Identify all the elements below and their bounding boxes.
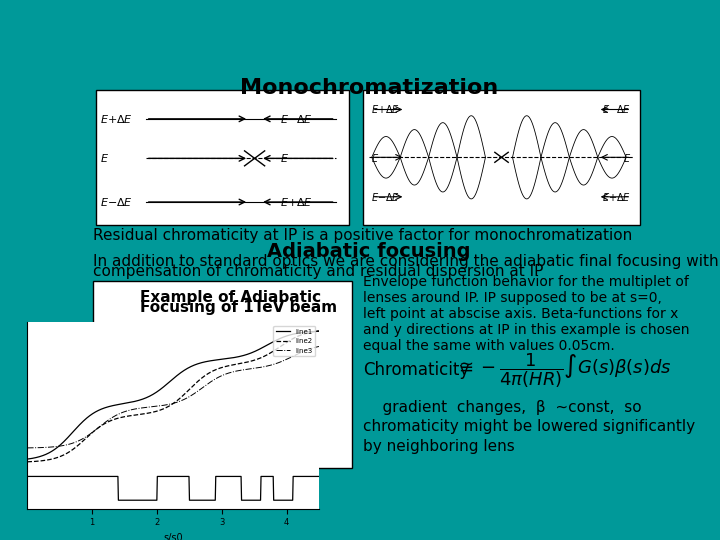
FancyBboxPatch shape (96, 90, 349, 225)
Text: Focusing of 1TeV beam: Focusing of 1TeV beam (140, 300, 338, 315)
Text: Chromaticity: Chromaticity (364, 361, 469, 380)
Text: and y directions at IP in this example is chosen: and y directions at IP in this example i… (364, 323, 690, 337)
Text: $E$: $E$ (623, 152, 631, 164)
Text: In addition to standard optics we are considering the adiabatic final focusing w: In addition to standard optics we are co… (93, 254, 720, 268)
Text: $E{-}\Delta E$: $E{-}\Delta E$ (280, 113, 312, 125)
Text: $E{-}\Delta E$: $E{-}\Delta E$ (371, 191, 400, 203)
Text: by neighboring lens: by neighboring lens (364, 440, 516, 455)
Text: Adiabatic focusing: Adiabatic focusing (267, 242, 471, 261)
Text: $E$: $E$ (280, 152, 289, 164)
Text: Residual chromaticity at IP is a positive factor for monochromatization: Residual chromaticity at IP is a positiv… (93, 228, 632, 243)
Text: $E{+}\Delta E$: $E{+}\Delta E$ (371, 104, 400, 116)
Text: lenses around IP. IP supposed to be at s=0,: lenses around IP. IP supposed to be at s… (364, 291, 662, 305)
Text: chromaticity might be lowered significantly: chromaticity might be lowered significan… (364, 420, 696, 435)
Legend: line1, line2, line3: line1, line2, line3 (273, 326, 315, 356)
Text: left point at abscise axis. Beta-functions for x: left point at abscise axis. Beta-functio… (364, 307, 679, 321)
Text: $E{-}\Delta E$: $E{-}\Delta E$ (100, 196, 133, 208)
Text: $E{-}\Delta E$: $E{-}\Delta E$ (602, 104, 631, 116)
Text: gradient  changes,  β  ~const,  so: gradient changes, β ~const, so (364, 400, 642, 415)
Text: $E{+}\Delta E$: $E{+}\Delta E$ (602, 191, 631, 203)
Text: $E{+}\Delta E$: $E{+}\Delta E$ (280, 196, 312, 208)
X-axis label: s/s0: s/s0 (163, 533, 183, 540)
Text: $E$: $E$ (100, 152, 109, 164)
Text: $E{+}\Delta E$: $E{+}\Delta E$ (100, 113, 133, 125)
Text: equal the same with values 0.05cm.: equal the same with values 0.05cm. (364, 339, 615, 353)
FancyBboxPatch shape (93, 281, 352, 468)
Text: $\cong -\dfrac{1}{4\pi(HR)}\int G(s)\beta(s)ds$: $\cong -\dfrac{1}{4\pi(HR)}\int G(s)\bet… (456, 351, 672, 390)
Text: Envelope function behavior for the multiplet of: Envelope function behavior for the multi… (364, 275, 689, 289)
Text: $E$: $E$ (371, 152, 379, 164)
FancyBboxPatch shape (364, 90, 639, 225)
Text: Example of Adiabatic: Example of Adiabatic (140, 290, 321, 305)
Text: Monochromatization: Monochromatization (240, 78, 498, 98)
Text: compensation of chromaticity and residual dispersion at IP: compensation of chromaticity and residua… (93, 264, 543, 279)
